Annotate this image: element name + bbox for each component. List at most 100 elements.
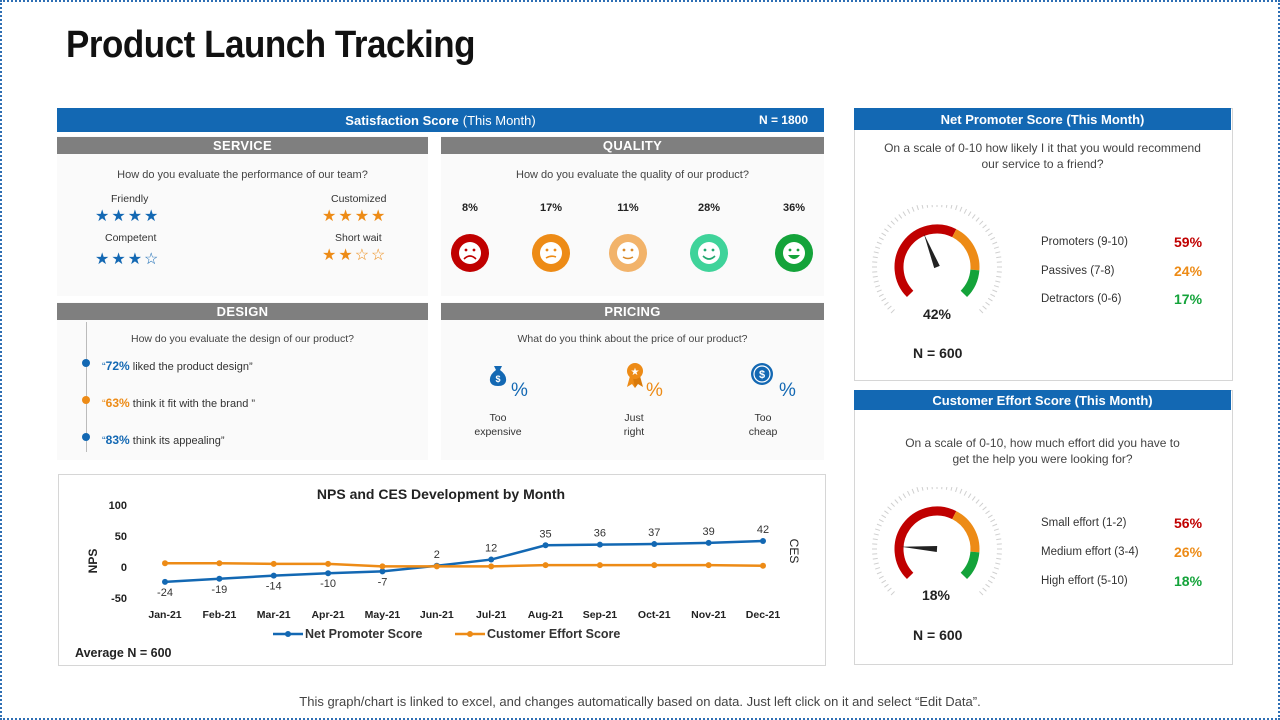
pricing-label-just-right: Just right <box>601 411 667 439</box>
series-line-0 <box>164 539 764 584</box>
x-tick-label-10: Nov-21 <box>691 609 726 621</box>
nps-gauge-scale-tick-38 <box>971 214 976 219</box>
design-panel <box>57 302 428 460</box>
satisfaction-n: N = 1800 <box>758 113 808 127</box>
legend-nps[interactable]: Net Promoter Score <box>273 627 422 641</box>
design-question: How do you evaluate the design of our pr… <box>131 333 354 345</box>
ces-gauge-scale-tick-42 <box>985 510 990 515</box>
nps-row-promoters-label: Promoters (9-10) <box>1041 236 1128 248</box>
series-0-point-3 <box>325 570 332 577</box>
quality-pct-very-good: 36% <box>782 202 806 214</box>
legend-ces[interactable]: Customer Effort Score <box>455 627 620 641</box>
nps-n: N = 600 <box>913 345 963 361</box>
nps-gauge-arc-2 <box>960 269 980 298</box>
y-tick-label-2: 0 <box>121 562 127 574</box>
nps-gauge-scale-tick-60 <box>979 309 984 314</box>
nps-gauge-scale-tick-17 <box>881 232 887 237</box>
nps-gauge-scale-tick-54 <box>993 285 999 288</box>
nps-gauge-needle <box>923 233 940 269</box>
ces-gauge-scale-tick-26 <box>916 487 919 493</box>
nps-question-line1: On a scale of 0-10 how likely I it that … <box>884 141 1201 155</box>
ces-gauge-scale-tick-4 <box>878 575 884 579</box>
nps-gauge-scale-tick-15 <box>876 241 882 245</box>
series-0-point-6 <box>488 556 495 563</box>
series-0-point-10 <box>705 539 712 546</box>
service-stars-competent: ★★★☆ <box>95 251 161 268</box>
quality-pct-neutral: 11% <box>617 202 639 214</box>
ces-gauge-scale-tick-56 <box>990 575 996 579</box>
ces-gauge-scale-tick-14 <box>875 528 881 531</box>
ces-gauge-scale-tick-45 <box>992 523 998 527</box>
ces-gauge-scale-tick-53 <box>995 562 1001 565</box>
pricing-label-just-right-line1: Just <box>624 412 644 424</box>
chart-series: -24 -19 -14 -10 -7 2 12 35 36 37 39 42 <box>157 524 769 599</box>
series-0-point-0 <box>162 578 168 585</box>
x-tick-label-11: Dec-21 <box>746 609 781 621</box>
ces-gauge-scale-tick-47 <box>995 533 1001 536</box>
ces-row-high-value: 18% <box>1174 573 1203 589</box>
x-tick-label-4: May-21 <box>365 609 401 621</box>
ces-gauge-scale-tick-40 <box>979 502 984 507</box>
series-1-point-6 <box>488 563 495 570</box>
legend-ces-swatch <box>455 631 485 637</box>
nps-row-passives-label: Passives (7-8) <box>1041 265 1115 277</box>
service-stars-friendly: ★★★★ <box>95 208 161 225</box>
nps-gauge-scale-tick-48 <box>996 256 1002 259</box>
sad-face-icon <box>532 234 570 272</box>
design-item-3: “83% think its appealing” <box>102 433 224 447</box>
ces-row-medium-label: Medium effort (3-4) <box>1041 546 1139 558</box>
ces-gauge-scale-tick-21 <box>894 499 899 504</box>
nps-gauge-scale-tick-47 <box>995 251 1001 254</box>
pricing-label-too-cheap-line2: cheap <box>748 426 778 438</box>
nps-gauge-scale-tick-4 <box>878 293 884 297</box>
nps-gauge-scale-tick-58 <box>985 301 990 306</box>
ces-question: On a scale of 0-10, how much effort did … <box>854 435 1231 467</box>
nps-gauge-scale-tick-1 <box>887 305 892 310</box>
service-label-friendly: Friendly <box>111 193 149 205</box>
service-stars-short-wait: ★★☆☆ <box>322 247 388 264</box>
series-0-label-0: -24 <box>157 587 173 599</box>
nps-gauge-scale-tick-12 <box>872 256 878 259</box>
nps-ces-chart[interactable]: NPS and CES Development by Month NPS CES… <box>58 474 826 666</box>
design-item-1: “72% liked the product design” <box>102 359 253 373</box>
service-label-short-wait: Short wait <box>335 232 382 244</box>
nps-row-passives-value: 24% <box>1174 263 1203 279</box>
footer-note: This graph/chart is linked to excel, and… <box>299 694 981 709</box>
series-1-point-8 <box>596 562 603 569</box>
series-0-label-10: 39 <box>703 526 715 538</box>
nps-gauge-scale-tick-14 <box>875 246 881 249</box>
nps-gauge-scale-tick-20 <box>890 220 895 225</box>
series-0-label-4: -7 <box>378 576 388 588</box>
series-0-label-2: -14 <box>266 581 282 593</box>
ces-gauge <box>872 487 1002 596</box>
series-0-point-8 <box>596 541 603 548</box>
ces-gauge-scale-tick-57 <box>987 579 993 584</box>
pricing-label-too-cheap: Too cheap <box>730 411 796 439</box>
nps-gauge-value: 42% <box>922 306 952 322</box>
pricing-label-too-expensive-line1: Too <box>489 412 507 424</box>
ces-gauge-scale-tick-12 <box>872 538 878 541</box>
chart-y2label: CES <box>787 539 801 564</box>
y-tick-label-0: 100 <box>109 500 127 512</box>
ces-gauge-scale-tick-13 <box>873 533 879 536</box>
very-happy-face-icon <box>775 234 813 272</box>
legend-ces-label: Customer Effort Score <box>487 627 621 641</box>
very-sad-face-icon <box>451 234 489 272</box>
nps-question-line2: our service to a friend? <box>981 157 1104 171</box>
series-1-point-5 <box>433 563 440 570</box>
series-1-point-2 <box>270 560 277 567</box>
design-item-2-quote: “ <box>102 398 106 410</box>
ces-gauge-scale-tick-1 <box>887 587 892 592</box>
ces-gauge-scale-tick-25 <box>911 488 915 494</box>
nps-question: On a scale of 0-10 how likely I it that … <box>854 140 1231 172</box>
nps-gauge-scale-tick-33 <box>950 205 953 209</box>
pricing-label-too-cheap-line1: Too <box>754 412 772 424</box>
nps-gauge-scale-tick-27 <box>921 205 924 209</box>
nps-gauge-scale-tick-18 <box>884 228 889 233</box>
design-item-3-text: think its appealing” <box>129 435 225 447</box>
nps-gauge-scale-tick-35 <box>959 206 963 212</box>
ces-gauge-scale-tick-23 <box>902 493 907 499</box>
ces-gauge-scale-tick-24 <box>907 490 911 496</box>
quality-pct-good: 28% <box>697 202 721 214</box>
nps-gauge-scale-tick-52 <box>996 275 1002 278</box>
